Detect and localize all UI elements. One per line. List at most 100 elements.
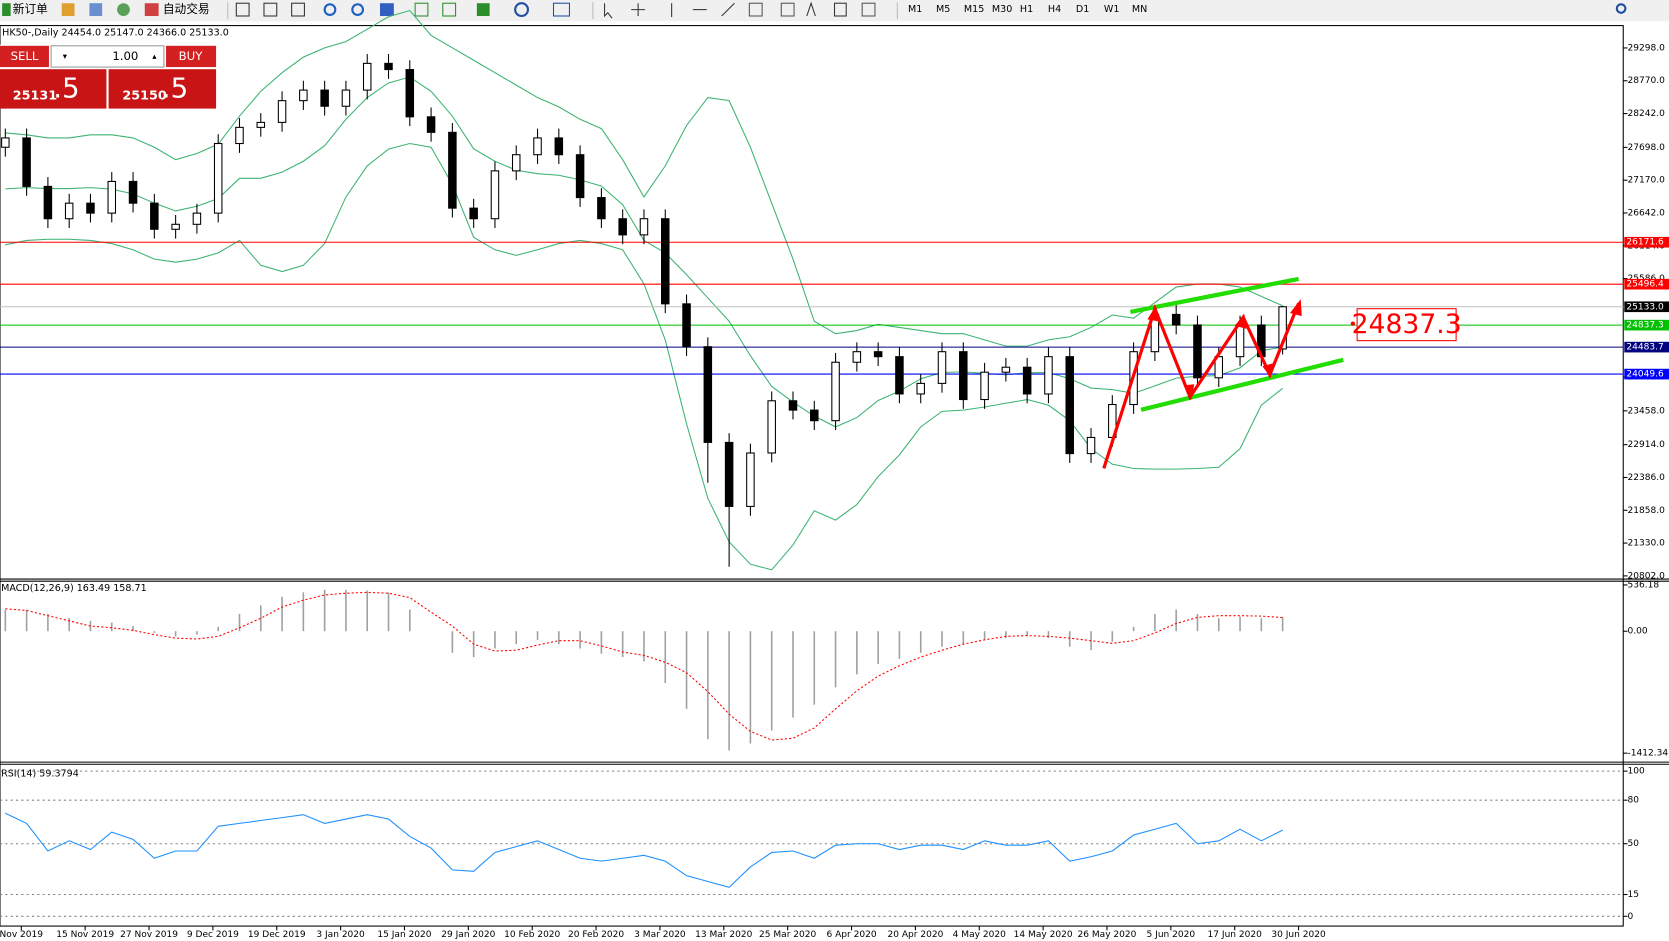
candle-body xyxy=(256,121,266,128)
zoom-in[interactable] xyxy=(323,3,337,16)
candle-body xyxy=(703,346,713,443)
sell-label[interactable]: SELL xyxy=(11,49,39,63)
search-button[interactable] xyxy=(1615,3,1627,14)
y-tick-label: 22386.0 xyxy=(1627,473,1665,483)
price-level-tag xyxy=(1624,278,1669,290)
bid-price[interactable]: 25131 xyxy=(13,88,57,103)
x-tick-label: 14 May 2020 xyxy=(1014,930,1073,940)
candle-body xyxy=(511,154,521,172)
annotation-anchor xyxy=(1350,321,1355,326)
toolbar-icon[interactable] xyxy=(748,2,763,17)
timeframe-button[interactable]: M15 xyxy=(964,4,984,15)
x-tick-label: 13 Mar 2020 xyxy=(695,930,753,940)
drawings: 24837.3 xyxy=(1102,276,1462,469)
price-level-label: 24483.7 xyxy=(1626,343,1663,353)
toolbar-icon[interactable] xyxy=(263,2,278,17)
x-tick-label: 20 Apr 2020 xyxy=(887,930,943,940)
timeframe-button[interactable]: H4 xyxy=(1048,4,1061,15)
candle-body xyxy=(937,351,947,384)
cursor-tool[interactable] xyxy=(604,3,613,19)
toolbar-icon[interactable] xyxy=(414,2,429,17)
toolbar-icon[interactable] xyxy=(442,2,457,17)
y-tick-label: 80 xyxy=(1627,796,1639,806)
timeframe-button[interactable]: H1 xyxy=(1020,4,1033,15)
candle-body xyxy=(852,351,862,363)
bid-pips[interactable]: .5 xyxy=(53,71,79,104)
toolbar-icon[interactable] xyxy=(61,3,75,16)
trade-panel: SELL ▾ 1.00 ▴ BUY 25131 .5 25150 .5 xyxy=(0,44,217,109)
x-tick-label: Nov 2019 xyxy=(0,930,43,940)
toolbar-icon[interactable] xyxy=(89,3,103,16)
candle-body xyxy=(533,137,542,156)
candle-body xyxy=(873,351,883,358)
x-tick-label: 29 Jan 2020 xyxy=(441,930,495,940)
x-tick-label: 15 Jan 2020 xyxy=(377,930,431,940)
toolbar-icon[interactable] xyxy=(117,3,130,16)
timeframe-button[interactable]: M1 xyxy=(908,4,922,15)
zoom-out[interactable] xyxy=(351,3,365,16)
timeframe-button[interactable]: MN xyxy=(1132,4,1147,15)
x-tick-label: 27 Nov 2019 xyxy=(120,930,178,940)
candle-body xyxy=(597,197,606,220)
sell-button[interactable] xyxy=(0,45,49,68)
price-level-tag xyxy=(1624,368,1669,380)
label-tool[interactable] xyxy=(833,2,847,17)
toolbar: 新订单 自动交易 M1 M5 M15 M30 H1 H4 D1 W1 MN xyxy=(0,0,1669,22)
buy-button[interactable] xyxy=(166,45,217,68)
y-tick-label: 22914.0 xyxy=(1627,440,1665,450)
trendline-tool[interactable] xyxy=(721,2,735,17)
timeframe-button[interactable]: W1 xyxy=(1104,4,1120,15)
x-tick-label: 19 Dec 2019 xyxy=(248,930,306,940)
toolbar-icon[interactable] xyxy=(379,3,394,16)
candle-body xyxy=(277,100,287,123)
candle-body xyxy=(405,69,415,118)
candle-body xyxy=(43,185,53,220)
candle-body xyxy=(575,154,585,199)
candle-body xyxy=(1022,366,1032,395)
periods-button[interactable] xyxy=(514,2,530,18)
ask-pips[interactable]: .5 xyxy=(162,71,188,104)
templates-button[interactable] xyxy=(552,2,570,17)
timeframe-button[interactable]: D1 xyxy=(1076,4,1089,15)
x-tick-label: 25 Mar 2020 xyxy=(759,930,817,940)
toolbar-icon[interactable] xyxy=(235,2,250,17)
x-tick-label: 4 May 2020 xyxy=(953,930,1006,940)
candle-body xyxy=(299,89,308,102)
annotation-box xyxy=(1356,308,1457,342)
y-tick-label: 28770.0 xyxy=(1627,76,1665,86)
sell-price-box[interactable] xyxy=(0,69,107,109)
x-tick-label: 20 Feb 2020 xyxy=(568,930,624,940)
auto-trading-button[interactable]: 自动交易 xyxy=(163,2,210,16)
candle-body xyxy=(767,400,776,454)
ask-price[interactable]: 25150 xyxy=(122,88,167,103)
spin-down[interactable]: ▾ xyxy=(63,52,68,62)
candle-body xyxy=(1001,366,1011,373)
crosshair-tool[interactable] xyxy=(631,3,646,16)
candle-body xyxy=(554,137,564,156)
auto-trading-icon[interactable] xyxy=(144,3,159,16)
toolbar-icon[interactable] xyxy=(861,2,876,17)
candle-body xyxy=(384,62,393,71)
lot-size[interactable]: 1.00 xyxy=(112,49,138,63)
timeframe-button[interactable]: M5 xyxy=(936,4,950,15)
candle-body xyxy=(362,62,372,91)
price-level-label: 24837.3 xyxy=(1626,321,1664,331)
y-tick-label: 21330.0 xyxy=(1627,539,1665,549)
buy-label[interactable]: BUY xyxy=(179,49,204,63)
spin-up[interactable]: ▴ xyxy=(152,52,157,62)
lot-spinner[interactable] xyxy=(50,45,165,68)
new-order-button[interactable]: 新订单 xyxy=(13,2,48,16)
candle-body xyxy=(64,202,74,220)
toolbar-icon[interactable] xyxy=(780,2,795,17)
text-tool[interactable] xyxy=(806,1,816,17)
buy-price-box[interactable] xyxy=(108,69,217,109)
timeframe-button[interactable]: M30 xyxy=(992,4,1012,15)
new-order-icon[interactable] xyxy=(2,3,11,16)
toolbar-icon[interactable] xyxy=(291,2,305,17)
y-tick-label: 21858.0 xyxy=(1627,506,1665,516)
annotation: 24837.3 xyxy=(1352,309,1462,340)
candle-body xyxy=(171,223,180,230)
y-tick-label: 536.18 xyxy=(1627,580,1659,590)
y-tick-label: 27698.0 xyxy=(1627,143,1665,153)
indicators-button[interactable] xyxy=(476,3,490,16)
